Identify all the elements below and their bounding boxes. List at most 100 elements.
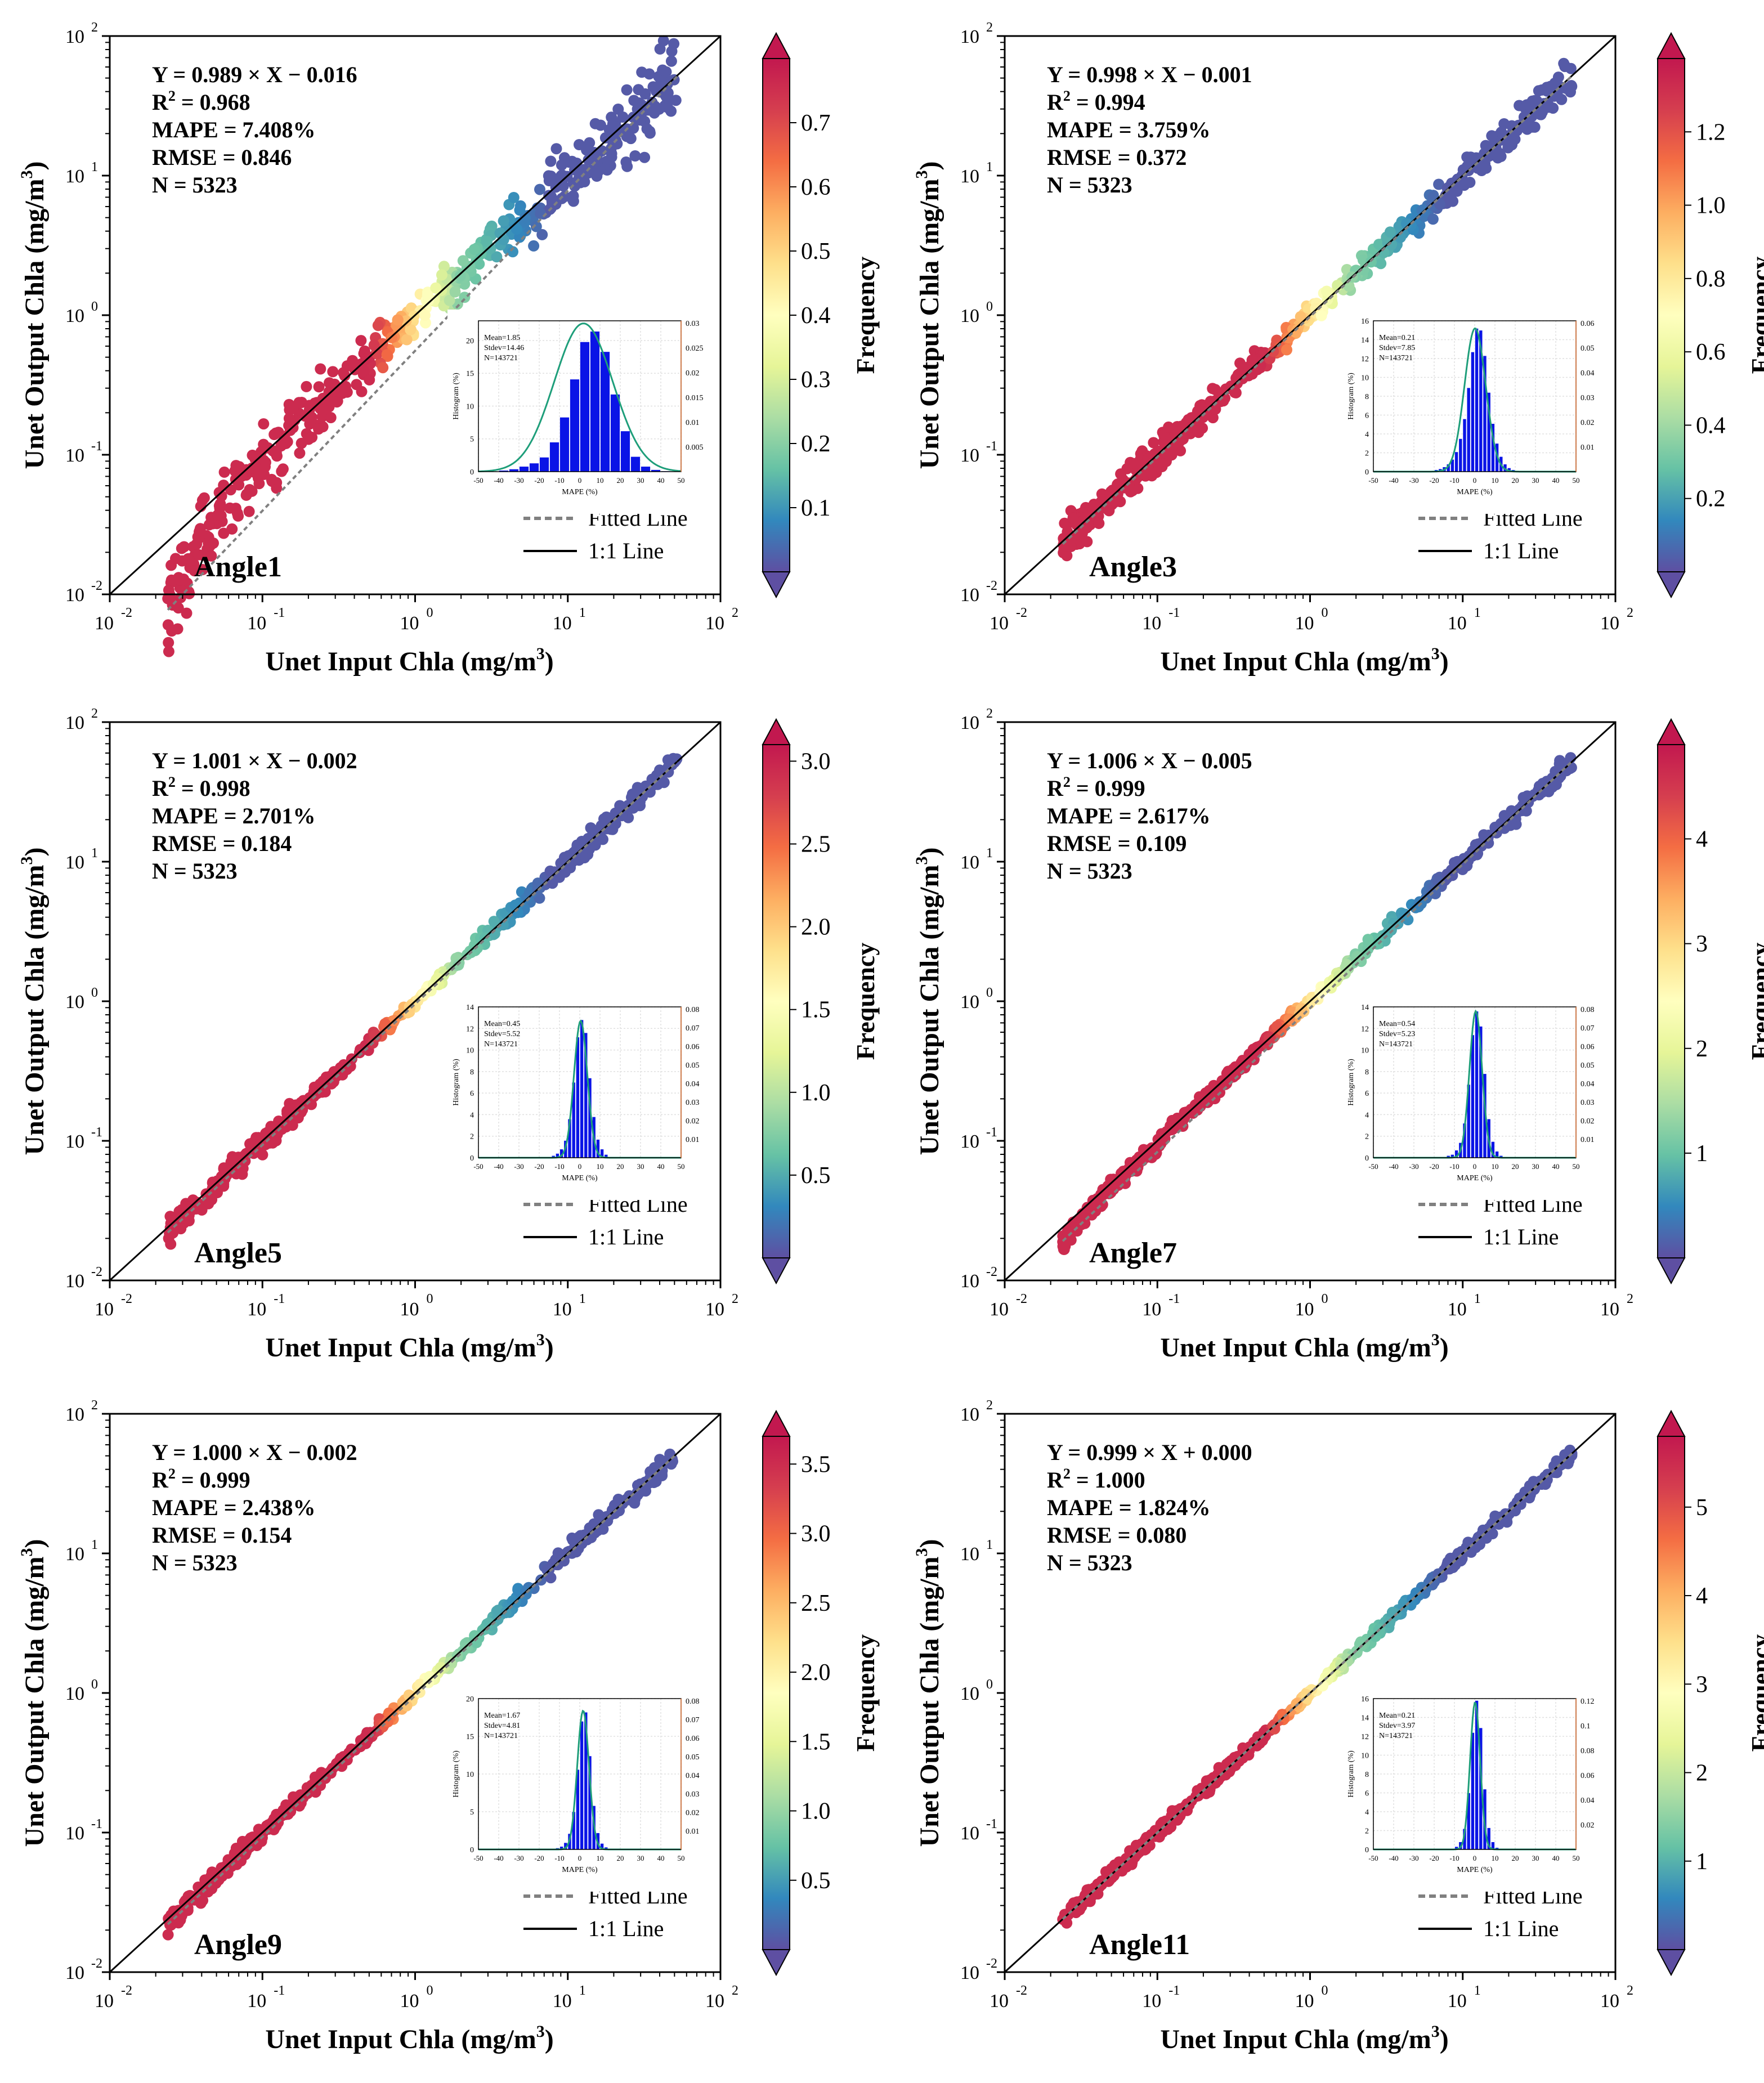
inset-x-tick-label: -40: [1389, 1854, 1398, 1862]
x-tick-exponent: 2: [732, 606, 738, 620]
colorbar-tick-label: 4: [1696, 1583, 1708, 1609]
inset-bar: [641, 466, 651, 472]
scatter-point: [566, 1532, 578, 1544]
r2-value: = 0.968: [176, 89, 250, 115]
inset-stat: N=143721: [1379, 1040, 1413, 1049]
y-tick-exponent: 1: [91, 160, 98, 174]
x-axis-label-text: Unet Input Chla (mg/m: [1160, 2024, 1431, 2054]
y-tick-exponent: -2: [91, 1265, 102, 1279]
scatter-point: [339, 370, 351, 382]
inset-y2-tick-label: 0.04: [686, 1080, 700, 1088]
inset-stat: Mean=0.54: [1379, 1020, 1415, 1028]
x-axis-label-text: Unet Input Chla (mg/m: [1160, 647, 1431, 677]
colorbar-label: Frequency: [1746, 943, 1764, 1060]
scatter-point: [1470, 839, 1481, 850]
colorbar-frame: [762, 744, 790, 1258]
stats-text: Y = 0.989 × X − 0.016: [152, 62, 357, 87]
stats-text: N = 5323: [1047, 858, 1132, 884]
inset-stat: Stdev=14.46: [484, 344, 524, 352]
inset-y2-tick-label: 0.04: [686, 1772, 700, 1780]
scatter-point: [174, 574, 185, 586]
scatter-point: [1145, 467, 1157, 478]
inset-x-tick-label: -40: [1389, 1162, 1398, 1171]
scatter-point: [514, 204, 526, 216]
stats-text: Y = 0.998 × X − 0.001: [1047, 62, 1252, 87]
y-tick-label: 10: [960, 852, 979, 873]
colorbar-gradient: [763, 59, 790, 572]
inset-y2-tick-label: 0.04: [1581, 1080, 1595, 1088]
colorbar: 1 2 3 4 Frequency: [1656, 718, 1764, 1285]
scatter-point: [670, 95, 682, 106]
scatter-point: [430, 282, 442, 294]
stats-line-4: N = 5323: [152, 858, 238, 884]
inset-x-tick-label: -20: [1429, 476, 1439, 485]
inset-y2-tick-label: 0.03: [1581, 394, 1595, 402]
colorbar-tick-label: 0.5: [801, 1868, 831, 1894]
scatter-point: [265, 1121, 277, 1132]
y-tick-exponent: 2: [986, 20, 993, 35]
x-tick-label: 10: [1600, 1991, 1619, 2012]
inset-bar: [570, 379, 580, 472]
scatter-point: [1207, 1778, 1219, 1790]
scatter-point: [1103, 505, 1115, 517]
inset-bar: [559, 416, 570, 472]
scatter-point: [258, 418, 270, 430]
stats-line-1: R2 = 0.998: [152, 774, 250, 801]
inset-y-tick-label: 10: [466, 1771, 474, 1779]
y-tick-exponent: 1: [986, 160, 993, 174]
inset-x-tick-label: 40: [657, 1162, 665, 1171]
y-axis-label-text: Unet Output Chla (mg/m: [20, 1556, 50, 1847]
inset-x-tick-label: 0: [1473, 476, 1477, 485]
inset-x-tick-label: 0: [1473, 1162, 1477, 1171]
colorbar-min-extend: [1656, 1257, 1686, 1285]
x-tick-label: 10: [1295, 1991, 1314, 2012]
colorbar-gradient: [1658, 59, 1685, 572]
stats-line-0: Y = 1.001 × X − 0.002: [152, 748, 357, 773]
scatter-point: [1414, 897, 1426, 909]
scatter-point: [244, 1138, 256, 1150]
scatter-point: [253, 478, 265, 490]
scatter-point: [519, 212, 531, 224]
colorbar-tick-label: 1: [1696, 1849, 1708, 1875]
scatter-point: [548, 175, 560, 187]
y-tick-label: 10: [65, 585, 84, 606]
colorbar-tick-label: 2: [1696, 1036, 1708, 1062]
inset-x-tick-label: -40: [494, 476, 503, 485]
inset-x-tick-label: -50: [473, 476, 483, 485]
scatter-point: [545, 155, 557, 167]
y-tick-label: 10: [65, 992, 84, 1013]
colorbar-label: Frequency: [851, 943, 880, 1060]
inset-x-tick-label: 10: [1492, 476, 1499, 485]
stats-line-1: R2 = 0.999: [152, 1466, 250, 1493]
scatter-point: [179, 1209, 191, 1221]
scatter-point: [1081, 1202, 1093, 1214]
stats-line-1: R2 = 0.994: [1047, 88, 1145, 115]
x-axis-label-text: Unet Input Chla (mg/m: [265, 2024, 536, 2054]
colorbar-label: Frequency: [851, 257, 880, 374]
inset-x-tick-label: 0: [578, 1162, 582, 1171]
scatter-point: [1076, 1214, 1087, 1226]
scatter-point: [1502, 142, 1514, 154]
r2-sup: 2: [168, 88, 176, 104]
y-tick-exponent: -2: [91, 1956, 102, 1971]
scatter-point: [559, 191, 570, 203]
x-tick-label: 10: [990, 1299, 1009, 1320]
scatter-point: [1432, 876, 1444, 888]
x-tick-exponent: 2: [732, 1292, 738, 1306]
y-axis-label: Unet Output Chla (mg/m3): [912, 1539, 944, 1847]
scatter-point: [1315, 310, 1327, 321]
scatter-point: [1465, 151, 1476, 163]
inset-x-tick-label: -20: [534, 1162, 544, 1171]
y-tick-exponent: -1: [986, 1125, 997, 1140]
x-tick-label: 10: [1295, 613, 1314, 634]
inset-y-label: Histogram (%): [452, 1059, 460, 1106]
inset-x-tick-label: -30: [514, 476, 523, 485]
inset-y2-tick-label: 0.03: [1581, 1099, 1595, 1107]
inset-y2-tick-label: 0.06: [686, 1043, 700, 1051]
scatter-point: [1362, 934, 1374, 946]
inset-y-tick-label: 4: [1365, 1808, 1369, 1817]
scatter-point: [400, 315, 412, 327]
scatter-point: [1375, 258, 1387, 270]
inset-x-tick-label: -20: [534, 1854, 544, 1862]
inset-x-tick-label: 20: [617, 1854, 624, 1862]
